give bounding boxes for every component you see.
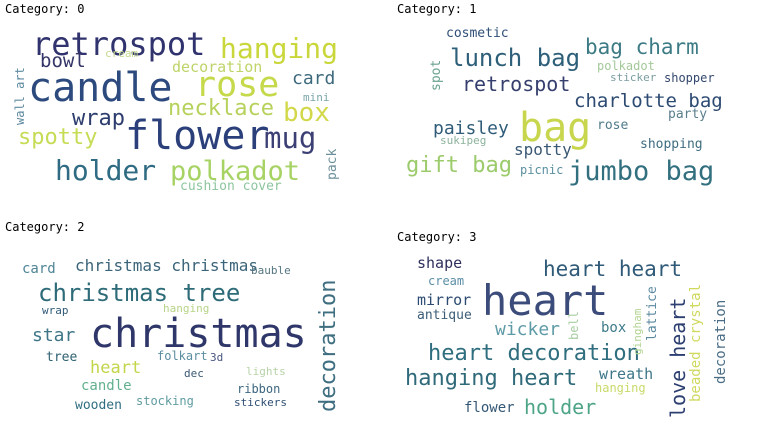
word-heart-decoration: heart decoration [428,341,640,366]
word-decoration: decoration [713,299,729,384]
word-bell: bell [567,311,581,340]
word-pack: pack [325,148,340,180]
word-mini: mini [303,91,330,104]
word-candle: candle [28,65,173,111]
word-christmas: christmas [90,311,307,357]
word-jumbo-bag: jumbo bag [568,156,715,187]
word-hanging: hanging [220,32,339,65]
word-cream: cream [105,47,139,60]
word-polkadot: polkadot [170,156,301,187]
word-tree: tree [46,350,78,365]
word-bag-charm: bag charm [585,35,699,59]
word-shopper: shopper [664,71,715,85]
word-wreath: wreath [599,365,654,383]
word-spot: spot [429,59,444,91]
word-stickers: stickers [234,396,287,409]
word-wooden: wooden [75,398,122,413]
word-card: card [292,68,336,89]
word-decoration: decoration [316,279,341,412]
word-bauble: bauble [251,264,291,277]
word-mirror: mirror [417,291,472,309]
word-antique: antique [417,308,472,323]
word-charlotte-bag: charlotte bag [574,90,723,112]
word-rose: rose [195,65,280,105]
word-heart: heart [90,358,142,378]
word-christmas-christmas: christmas christmas [75,256,259,275]
word-bowl: bowl [40,50,86,72]
word-gingham: gingham [631,308,644,355]
word-lunch-bag: lunch bag [450,44,581,72]
word-spotty: spotty [18,125,98,150]
word-christmas-tree: christmas tree [38,279,241,307]
word-bag: bag [519,105,592,151]
word-paisley: paisley [433,118,509,139]
word-decoration: decoration [172,58,263,76]
word-holder: holder [55,154,157,187]
word-card: card [22,261,56,277]
word-retrospot: retrospot [462,72,571,96]
word-cushion-cover: cushion cover [180,179,282,194]
word-lights: lights [246,365,286,378]
word-shopping: shopping [640,137,703,152]
word-folkart: folkart [157,349,208,363]
word-ribbon: ribbon [237,382,281,396]
word-holder: holder [524,395,597,419]
word-hanging: hanging [163,302,210,315]
word-star: star [32,325,76,346]
panel-title: Category: 1 [397,2,477,16]
panel-title: Category: 2 [5,220,85,234]
word-cosmetic: cosmetic [446,26,509,41]
panel-title: Category: 3 [397,230,477,244]
word-wicker: wicker [495,319,561,340]
word-party: party [668,107,708,122]
word-sticker: sticker [610,71,657,84]
word-shape: shape [417,254,463,272]
word-necklace: necklace [168,96,274,121]
word-hanging: hanging [595,381,646,395]
word-box: box [283,98,330,128]
word-retrospot: retrospot [32,25,206,63]
word-heart-heart: heart heart [543,257,683,281]
word-box: box [601,320,627,336]
word-mug: mug [264,121,317,155]
word-flower: flower [464,400,515,416]
word-heart: heart [482,276,609,325]
word-gift-bag: gift bag [406,153,512,178]
word-sukipeg: sukipeg [440,134,487,147]
word-rose: rose [597,118,629,133]
word-lattice: lattice [645,286,660,341]
word-beaded-crystal: beaded crystal [688,283,704,402]
word-flower: flower [125,113,270,159]
word-wall-art: wall art [13,67,27,125]
word-hanging-heart: hanging heart [405,366,578,391]
word-dec: dec [184,367,204,380]
word-polkadot: polkadot [597,59,655,73]
word-picnic: picnic [520,163,564,177]
word-spotty: spotty [514,140,572,159]
word-stocking: stocking [136,394,194,408]
panel-title: Category: 0 [5,2,85,16]
word-cream: cream [428,274,465,288]
word-wrap: wrap [42,304,69,317]
word-3d: 3d [210,351,224,364]
word-love-heart: love heart [666,297,690,418]
word-candle: candle [81,378,132,394]
word-wrap: wrap [72,106,125,131]
